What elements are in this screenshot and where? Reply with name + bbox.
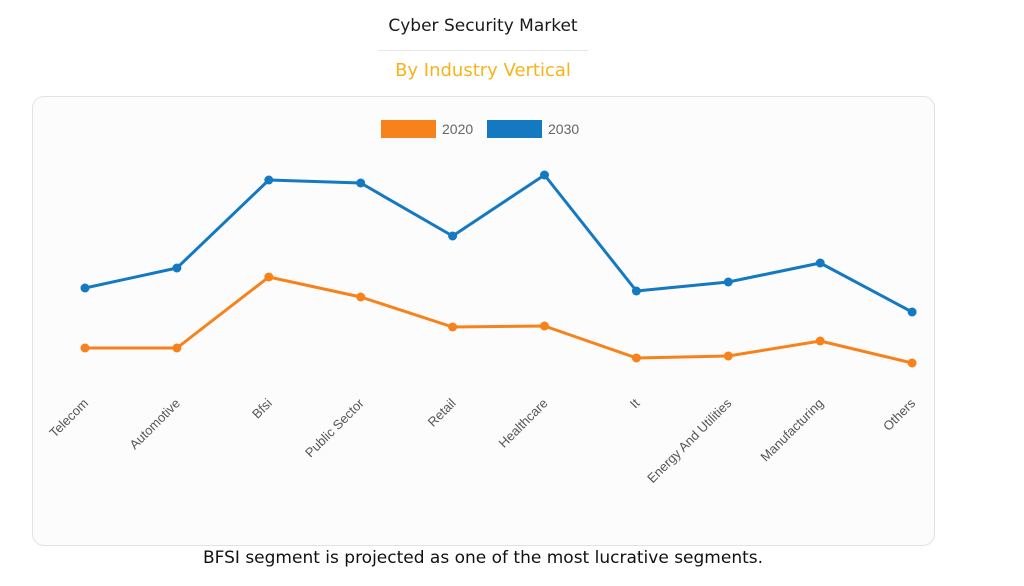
data-point-2030-public-sector[interactable] <box>356 178 366 188</box>
title-divider <box>378 50 588 51</box>
x-tick-label: Telecom <box>46 396 91 441</box>
x-tick-label: Automotive <box>126 396 183 453</box>
data-point-2030-energy-and-utilities[interactable] <box>723 277 733 287</box>
x-tick-label: Public Sector <box>302 395 367 460</box>
x-tick-label: It <box>627 395 643 411</box>
data-point-2030-others[interactable] <box>907 307 917 317</box>
data-point-2020-it[interactable] <box>631 353 641 363</box>
data-point-2030-healthcare[interactable] <box>540 170 549 180</box>
series-layer <box>80 170 917 368</box>
chart-title: Cyber Security Market <box>388 16 578 36</box>
x-tick-label: Healthcare <box>496 396 551 451</box>
legend: 2020 2030 <box>381 120 579 138</box>
data-point-2030-retail[interactable] <box>448 231 458 241</box>
x-tick-label: Retail <box>425 395 459 429</box>
data-point-2020-others[interactable] <box>907 358 917 368</box>
chart-card <box>32 96 935 546</box>
data-point-2020-healthcare[interactable] <box>540 321 549 331</box>
series-line-2030 <box>84 173 913 314</box>
data-point-2020-automotive[interactable] <box>172 343 182 353</box>
data-point-2030-manufacturing[interactable] <box>815 258 825 268</box>
x-tick-label: Energy And Utilities <box>644 395 735 486</box>
data-point-2030-telecom[interactable] <box>80 283 90 293</box>
data-point-2030-it[interactable] <box>631 286 641 296</box>
x-tick-label: Others <box>880 395 919 434</box>
chart-caption: BFSI segment is projected as one of the … <box>202 548 764 568</box>
data-point-2030-automotive[interactable] <box>172 263 182 273</box>
series-2030 <box>80 170 917 317</box>
data-point-2020-manufacturing[interactable] <box>815 336 825 346</box>
legend-label-2030: 2030 <box>548 121 579 137</box>
legend-swatch-2020[interactable] <box>381 120 436 138</box>
data-point-2020-bfsi[interactable] <box>264 272 274 282</box>
series-2020 <box>80 272 917 368</box>
data-point-2020-retail[interactable] <box>448 322 458 332</box>
x-tick-label: Bfsi <box>249 395 275 421</box>
x-tick-label: Manufacturing <box>757 396 826 465</box>
chart-subtitle: By Industry Vertical <box>395 60 571 81</box>
legend-label-2020: 2020 <box>442 121 473 137</box>
data-point-2030-bfsi[interactable] <box>264 175 274 185</box>
data-point-2020-telecom[interactable] <box>80 343 90 353</box>
series-line-2020 <box>85 275 913 365</box>
data-point-2020-energy-and-utilities[interactable] <box>723 351 733 361</box>
data-point-2020-public-sector[interactable] <box>356 292 366 302</box>
legend-swatch-2030[interactable] <box>487 120 542 138</box>
x-axis-labels: Telecom Automotive Bfsi Public Sector Retail… <box>46 395 918 486</box>
